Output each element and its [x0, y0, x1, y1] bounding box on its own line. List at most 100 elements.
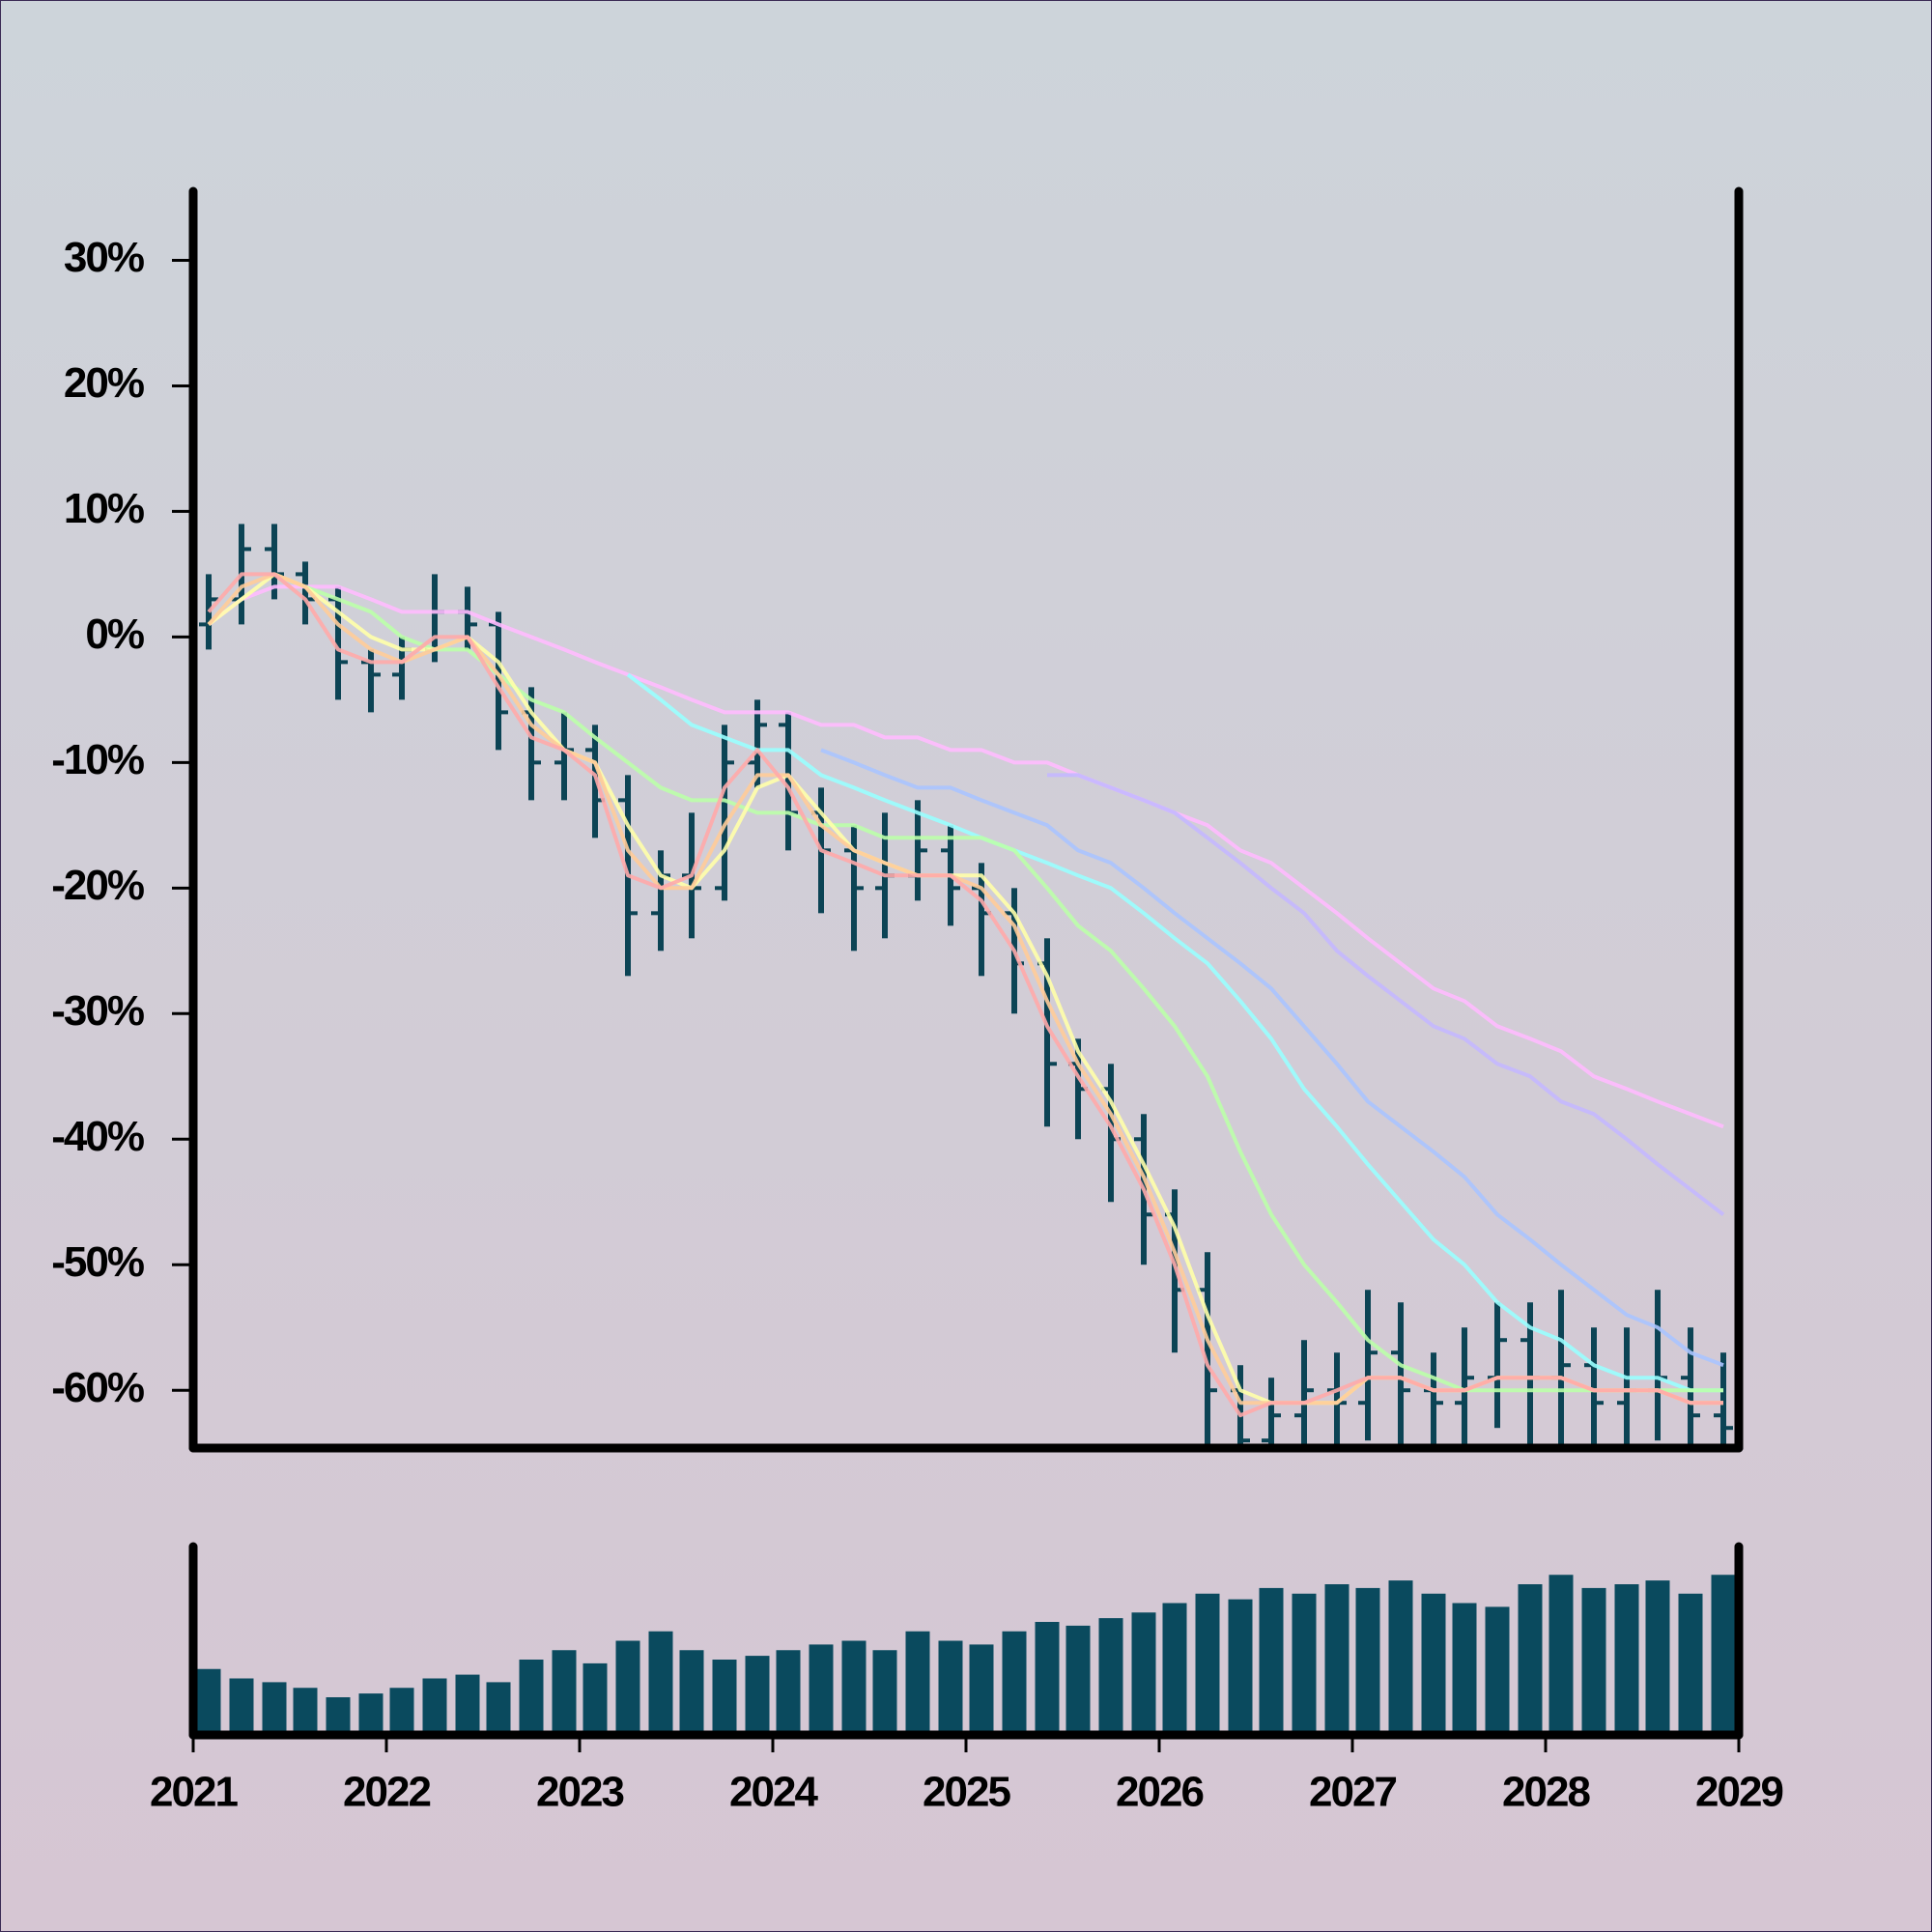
- y-tick-label: -30%: [51, 987, 144, 1035]
- volume-bar: [196, 1668, 221, 1735]
- x-tick-label: 2021: [150, 1769, 238, 1816]
- volume-bar: [1324, 1584, 1350, 1735]
- moving-average-line: [626, 672, 1723, 1393]
- ohlc-range: [1044, 938, 1050, 1127]
- ohlc-range: [1237, 1365, 1243, 1448]
- volume-bar: [229, 1678, 254, 1735]
- volume-bar: [905, 1631, 930, 1735]
- volume-bar: [1162, 1603, 1187, 1735]
- ohlc-range: [1365, 1290, 1371, 1441]
- volume-bar: [1259, 1587, 1284, 1735]
- volume-bar: [679, 1650, 704, 1735]
- ohlc-range: [399, 637, 405, 700]
- volume-bar: [872, 1650, 897, 1735]
- ohlc-range: [1591, 1327, 1597, 1448]
- volume-bar: [1485, 1606, 1510, 1735]
- y-tick-label: 30%: [64, 234, 144, 281]
- volume-bar: [969, 1644, 994, 1735]
- volume-bar: [1711, 1575, 1736, 1735]
- y-tick-label: -10%: [51, 736, 144, 783]
- moving-average-line: [207, 584, 1724, 1129]
- volume-bar: [615, 1640, 640, 1735]
- y-tick-label: -50%: [51, 1238, 144, 1286]
- y-tick-label: -40%: [51, 1113, 144, 1160]
- volume-bar: [1614, 1584, 1639, 1735]
- ohlc-range: [1108, 1064, 1114, 1203]
- volume-bar: [1195, 1593, 1220, 1735]
- ohlc-range: [1624, 1327, 1630, 1448]
- volume-bar: [712, 1660, 737, 1735]
- ohlc-range: [1494, 1302, 1500, 1429]
- volume-bar: [1131, 1612, 1156, 1735]
- moving-average-line: [1047, 773, 1725, 1216]
- volume-bar: [1518, 1584, 1543, 1735]
- volume-bar: [1292, 1593, 1317, 1735]
- volume-bar: [262, 1682, 287, 1735]
- ohlc-range: [271, 524, 277, 600]
- x-tick-label: 2022: [343, 1769, 430, 1816]
- ohlc-range: [368, 649, 374, 713]
- ohlc-range: [1398, 1302, 1404, 1448]
- ohlc-range: [1172, 1189, 1178, 1353]
- x-tick-label: 2025: [923, 1769, 1010, 1816]
- ohlc-range: [1334, 1352, 1340, 1448]
- ohlc-range: [528, 687, 534, 801]
- moving-average-line: [820, 748, 1724, 1368]
- volume-panel: [196, 1575, 1736, 1735]
- moving-average-line: [304, 584, 1723, 1393]
- x-tick-label: 2028: [1502, 1769, 1590, 1816]
- volume-bar: [809, 1644, 834, 1735]
- ohlc-range: [432, 574, 438, 663]
- ohlc-range: [592, 724, 598, 838]
- y-tick-label: 20%: [64, 359, 144, 407]
- x-tick-label: 2029: [1695, 1769, 1782, 1816]
- volume-bar: [1452, 1603, 1477, 1735]
- x-tick-label: 2023: [536, 1769, 623, 1816]
- volume-bar: [745, 1656, 770, 1735]
- x-tick-label: 2027: [1309, 1769, 1396, 1816]
- ohlc-range: [1431, 1352, 1436, 1448]
- ohlc-range: [561, 712, 567, 801]
- volume-bar: [358, 1693, 384, 1735]
- volume-bar: [938, 1640, 963, 1735]
- volume-bar: [1035, 1622, 1060, 1735]
- y-tick-label: -20%: [51, 862, 144, 909]
- volume-bar: [1548, 1575, 1574, 1735]
- volume-bar: [841, 1640, 867, 1735]
- volume-bar: [1645, 1580, 1670, 1735]
- volume-bar: [389, 1688, 414, 1735]
- y-tick-label: 0%: [85, 611, 143, 658]
- moving-average-line: [207, 572, 1723, 1418]
- volume-bar: [1421, 1593, 1446, 1735]
- ohlc-range: [496, 611, 501, 751]
- y-tick-label: 10%: [64, 485, 144, 532]
- ohlc-range: [785, 712, 791, 851]
- volume-bar: [582, 1662, 608, 1735]
- volume-bar: [422, 1678, 447, 1735]
- volume-bar: [1355, 1587, 1380, 1735]
- volume-bar: [1581, 1587, 1606, 1735]
- ohlc-range: [1655, 1290, 1661, 1441]
- volume-bar: [1388, 1580, 1413, 1735]
- ohlc-range: [658, 850, 664, 952]
- ohlc-range: [1688, 1327, 1693, 1448]
- price-panel: [199, 524, 1733, 1448]
- volume-bar: [486, 1682, 511, 1735]
- ohlc-range: [1268, 1378, 1274, 1448]
- volume-bar: [648, 1631, 673, 1735]
- x-tick-label: 2026: [1116, 1769, 1203, 1816]
- x-tick-label: 2024: [729, 1769, 818, 1816]
- axes: 30% 20% 10% 0% -10% -20% -30% -40% -50% -60% 2021 2…: [51, 186, 1784, 1816]
- volume-bar: [552, 1650, 577, 1735]
- volume-bar: [1065, 1625, 1091, 1735]
- volume-bar: [776, 1650, 801, 1735]
- ohlc-range: [1558, 1290, 1564, 1448]
- volume-bar: [293, 1688, 318, 1735]
- volume-bar: [326, 1697, 351, 1735]
- ohlc-range: [465, 586, 470, 650]
- ohlc-range: [335, 586, 341, 700]
- volume-bar: [1228, 1599, 1253, 1735]
- ohlc-range: [1205, 1252, 1210, 1448]
- ohlc-range: [1720, 1352, 1726, 1448]
